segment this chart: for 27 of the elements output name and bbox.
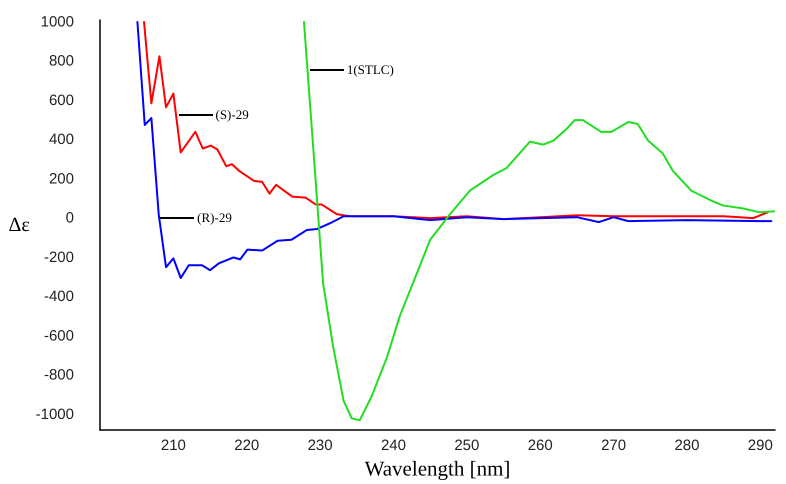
- y-tick-label: 0: [66, 210, 74, 227]
- y-tick-label: -1000: [36, 406, 74, 423]
- y-axis-title: Δε: [8, 214, 30, 236]
- y-tick-label: 400: [48, 131, 74, 148]
- y-tick-label: -800: [44, 366, 74, 384]
- y-tick-label: -600: [44, 327, 74, 344]
- x-tick-label: 230: [308, 437, 333, 454]
- line-series: [136, 20, 772, 280]
- y-tick-label: 800: [48, 52, 74, 70]
- y-tick-label: 200: [48, 170, 74, 188]
- x-tick-label: 280: [674, 437, 700, 454]
- annotation: (R)-29: [197, 210, 232, 226]
- y-tick-label: -400: [44, 288, 74, 306]
- annotation: 1(STLC): [346, 62, 394, 78]
- x-tick-label: 250: [454, 437, 480, 454]
- x-axis-title: Wavelength [nm]: [364, 456, 510, 480]
- x-tick-label: 270: [601, 437, 626, 454]
- x-tick-label: 260: [528, 437, 553, 454]
- annotation: (S)-29: [216, 107, 249, 124]
- y-tick-label: 600: [48, 92, 74, 109]
- x-tick-label: 220: [234, 437, 260, 454]
- line-series: [302, 20, 776, 422]
- y-tick-label: -200: [44, 248, 74, 266]
- x-tick-label: 290: [748, 437, 773, 454]
- y-tick-label: 1000: [40, 13, 74, 30]
- x-tick-label: 210: [160, 437, 186, 454]
- x-tick-label: 240: [380, 437, 406, 454]
